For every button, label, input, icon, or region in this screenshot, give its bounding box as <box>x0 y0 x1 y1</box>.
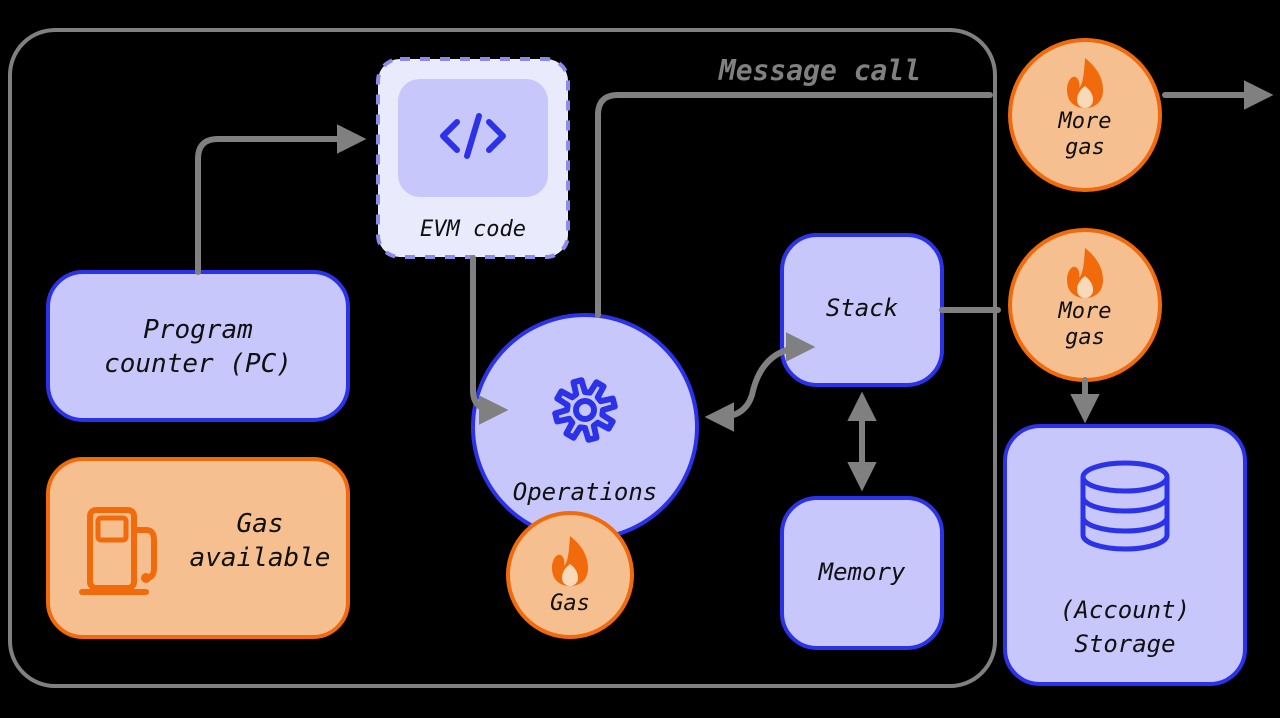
label-program_counter-1: counter (PC) <box>104 349 292 379</box>
label-evm_code-0: EVM code <box>420 217 526 242</box>
node-gas_small: Gas <box>508 513 632 637</box>
label-stack-0: Stack <box>826 294 899 322</box>
label-storage-0: (Account) <box>1060 596 1190 624</box>
label-more_gas_top-0: More <box>1058 109 1112 134</box>
label-storage-1: Storage <box>1074 630 1175 658</box>
node-operations: Operations <box>473 315 697 539</box>
node-storage: (Account) Storage <box>1005 426 1245 684</box>
label-program_counter-0: Program <box>143 315 253 345</box>
node-program_counter: Program counter (PC) <box>48 272 348 420</box>
label-gas_small-0: Gas <box>550 591 590 616</box>
node-stack: Stack <box>782 235 942 385</box>
node-evm_code: EVM code <box>378 59 568 257</box>
label-more_gas_mid-0: More <box>1058 299 1112 324</box>
edge-pc-to-evm <box>198 139 358 272</box>
node-gas_available: Gas available <box>48 459 348 637</box>
node-more_gas_top: Moregas <box>1010 40 1160 190</box>
label-operations-0: Operations <box>513 478 658 506</box>
label-memory-0: Memory <box>818 558 906 586</box>
label-gas_available-1: available <box>190 543 331 573</box>
label-message-call: Message call <box>718 54 921 87</box>
label-more_gas_mid-1: gas <box>1065 325 1105 350</box>
node-memory: Memory <box>782 498 942 648</box>
label-more_gas_top-1: gas <box>1065 135 1105 160</box>
node-more_gas_mid: Moregas <box>1010 230 1160 380</box>
label-gas_available-0: Gas <box>237 509 284 539</box>
